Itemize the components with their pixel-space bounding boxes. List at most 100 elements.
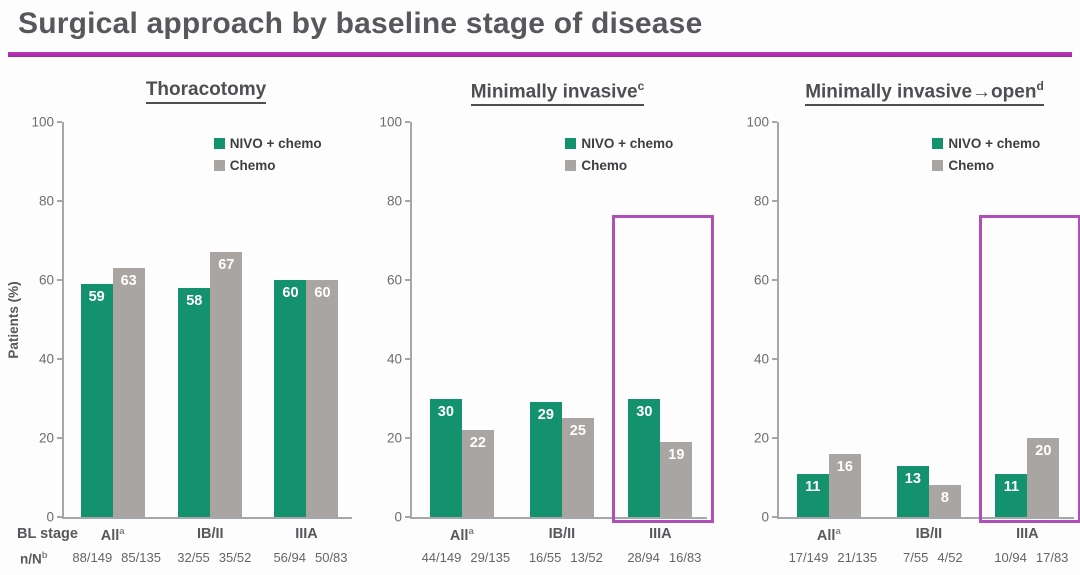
- y-axis-tick-mark: [57, 121, 62, 123]
- bar-value-label: 63: [120, 273, 137, 290]
- n-over-N-value: 7/55: [903, 550, 929, 565]
- bar-nivo-chemo: 29: [529, 402, 562, 517]
- n-over-N-value: 29/135: [470, 550, 511, 565]
- bar-chemo: 63: [112, 268, 145, 517]
- y-axis-tick-mark: [772, 358, 777, 360]
- n-over-N-value: 4/52: [937, 550, 963, 565]
- bar-value-label: 8: [940, 490, 949, 507]
- chart-title-text: Minimally invasive→opend: [805, 79, 1044, 107]
- y-axis-tick-mark: [57, 279, 62, 281]
- legend-color-swatch: [213, 160, 225, 171]
- y-axis-tick-label: 0: [394, 509, 402, 525]
- chart-plot: 0 20 40 60 80 100 NIVO + chemo Chemo 59 63 Alla 88/…: [6, 115, 352, 565]
- category-label: IIIA: [295, 526, 318, 542]
- n-over-N-value: 28/94: [627, 550, 660, 565]
- bar-nivo-chemo: 11: [796, 473, 829, 517]
- n-over-N-value: 32/55: [177, 550, 210, 565]
- y-axis-tick-mark: [405, 279, 410, 281]
- y-axis-tick-mark: [772, 279, 777, 281]
- category-label: Alla: [449, 526, 474, 544]
- legend-item: NIVO + chemo: [213, 136, 322, 151]
- y-axis-tick-label: 20: [753, 430, 769, 446]
- legend-label: NIVO + chemo: [229, 136, 322, 151]
- legend-label: Chemo: [229, 158, 276, 173]
- n-over-N-value: 10/94: [994, 550, 1027, 565]
- bar-chemo: 60: [306, 280, 339, 517]
- category-label: IIIA: [1016, 526, 1039, 542]
- n-over-N-pair: 56/94 50/83: [273, 550, 347, 565]
- y-axis-tick-label: 0: [46, 509, 54, 525]
- legend-item: NIVO + chemo: [565, 136, 673, 151]
- y-axis-tick-mark: [772, 437, 777, 439]
- n-over-N-row-label: n/Nb: [20, 550, 48, 567]
- y-axis-tick-label: 60: [753, 272, 769, 288]
- bar-value-label: 59: [88, 288, 105, 305]
- y-axis-tick-label: 40: [38, 351, 54, 367]
- n-over-N-value: 50/83: [314, 550, 348, 565]
- n-over-N-value: 21/135: [837, 550, 878, 565]
- bar-chemo: 20: [1027, 438, 1060, 517]
- bar-value-label: 58: [186, 292, 203, 309]
- n-over-N-value: 13/52: [570, 550, 603, 565]
- bar-value-label: 11: [805, 478, 821, 495]
- bar-value-label: 67: [218, 257, 235, 274]
- bar-value-label: 16: [836, 458, 853, 475]
- category-sup: a: [835, 526, 841, 537]
- y-axis-tick-mark: [772, 121, 777, 123]
- chart-title-sup: d: [1036, 79, 1044, 93]
- y-axis-tick-label: 100: [31, 114, 54, 130]
- bar-value-label: 25: [569, 423, 586, 440]
- bar-chemo: 25: [561, 418, 594, 517]
- chart-title: Minimally invasivec: [370, 79, 745, 107]
- y-axis-tick-mark: [405, 121, 410, 123]
- chart-plot: 0 20 40 60 80 100 NIVO + chemo Chemo 30 22 Alla 44/…: [379, 115, 715, 565]
- legend-label: NIVO + chemo: [581, 136, 674, 151]
- legend-item: Chemo: [565, 158, 673, 173]
- category-label: IIIA: [649, 526, 672, 542]
- n-over-N-pair: 44/149 29/135: [422, 550, 511, 565]
- category-label: IB/II: [548, 526, 576, 542]
- bar-value-label: 13: [904, 470, 921, 487]
- y-axis-tick-mark: [57, 516, 62, 518]
- y-axis-tick-label: 20: [38, 430, 54, 446]
- legend-label: NIVO + chemo: [948, 136, 1041, 151]
- y-axis-tick-mark: [405, 200, 410, 202]
- bar-value-label: 20: [1035, 443, 1052, 459]
- bar-value-label: 29: [537, 407, 554, 424]
- legend-color-swatch: [565, 138, 577, 149]
- y-axis-tick-label: 0: [761, 509, 769, 525]
- n-over-N-value: 85/135: [121, 550, 161, 565]
- category-label: IB/II: [197, 526, 224, 542]
- y-axis-tick-label: 80: [386, 193, 402, 209]
- bar-nivo-chemo: 30: [429, 398, 462, 517]
- bar-chemo: 19: [660, 441, 693, 517]
- y-axis-tick-label: 80: [38, 193, 54, 209]
- bar-chemo: 8: [928, 485, 961, 517]
- y-axis-tick-label: 60: [38, 272, 54, 288]
- page-title: Surgical approach by baseline stage of d…: [18, 7, 703, 40]
- y-axis-tick-mark: [57, 358, 62, 360]
- y-axis-tick-mark: [772, 200, 777, 202]
- bar-nivo-chemo: 30: [628, 398, 661, 517]
- y-axis-tick-label: 80: [753, 193, 769, 209]
- n-over-N-value: 17/149: [788, 550, 829, 565]
- chart-title: Thoracotomy: [22, 79, 390, 104]
- y-axis-tick-mark: [57, 200, 62, 202]
- y-axis-tick-label: 100: [746, 114, 769, 130]
- bar-value-label: 11: [1003, 478, 1020, 495]
- category-label: Alla: [100, 526, 125, 544]
- bar-value-label: 22: [469, 435, 486, 452]
- bl-stage-row-label: BL stage: [17, 526, 78, 542]
- y-axis-tick-mark: [405, 516, 410, 518]
- n-over-N-pair: 28/94 16/83: [627, 550, 701, 565]
- chart-title-sup: c: [637, 79, 645, 93]
- bar-value-label: 19: [668, 446, 685, 463]
- bar-nivo-chemo: 11: [995, 473, 1028, 517]
- legend-item: NIVO + chemo: [932, 136, 1040, 151]
- bar-chemo: 67: [210, 252, 243, 517]
- n-over-N-pair: 17/149 21/135: [789, 550, 878, 565]
- n-over-N-value: 56/94: [273, 550, 306, 565]
- n-over-N-value: 88/149: [72, 550, 113, 565]
- legend-label: Chemo: [948, 158, 995, 173]
- legend-color-swatch: [565, 160, 577, 171]
